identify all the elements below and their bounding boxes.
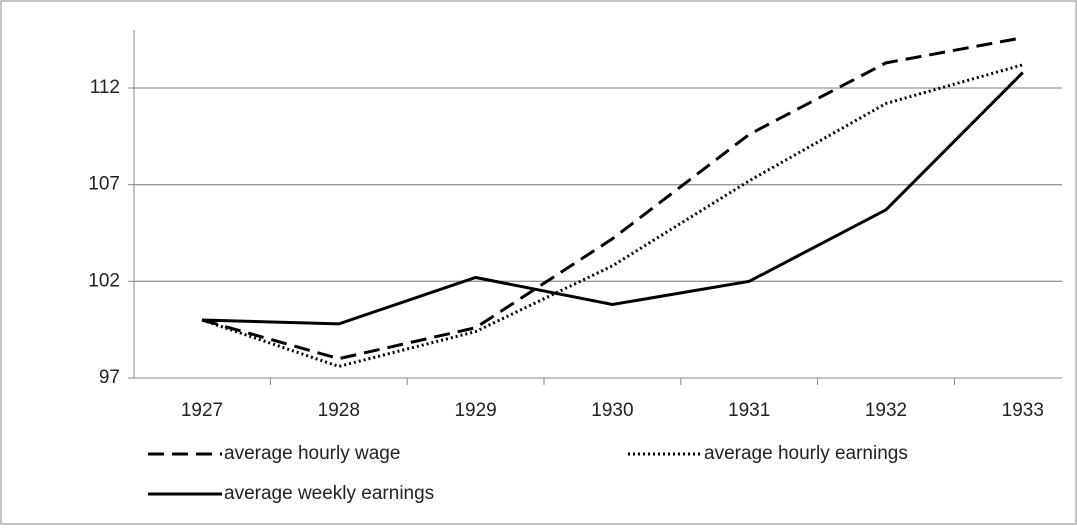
legend-label: average hourly earnings [704, 443, 908, 464]
x-tick-label: 1928 [318, 400, 360, 421]
x-tick-label: 1929 [454, 400, 496, 421]
line-series [201, 36, 1024, 361]
x-tick-label: 1932 [865, 400, 907, 421]
line-series [201, 63, 1024, 368]
x-tick-label: 1931 [728, 400, 770, 421]
x-tick-label: 1933 [1002, 400, 1044, 421]
line-series [201, 71, 1024, 326]
legend-label: average weekly earnings [224, 483, 434, 504]
x-tick-label: 1927 [181, 400, 223, 421]
y-tick-label: 102 [88, 270, 120, 291]
y-tick-label: 112 [90, 77, 120, 98]
x-tick-label: 1930 [591, 400, 633, 421]
y-tick-label: 97 [99, 367, 120, 388]
legend-label: average hourly wage [224, 443, 400, 464]
y-tick-label: 107 [88, 174, 120, 195]
